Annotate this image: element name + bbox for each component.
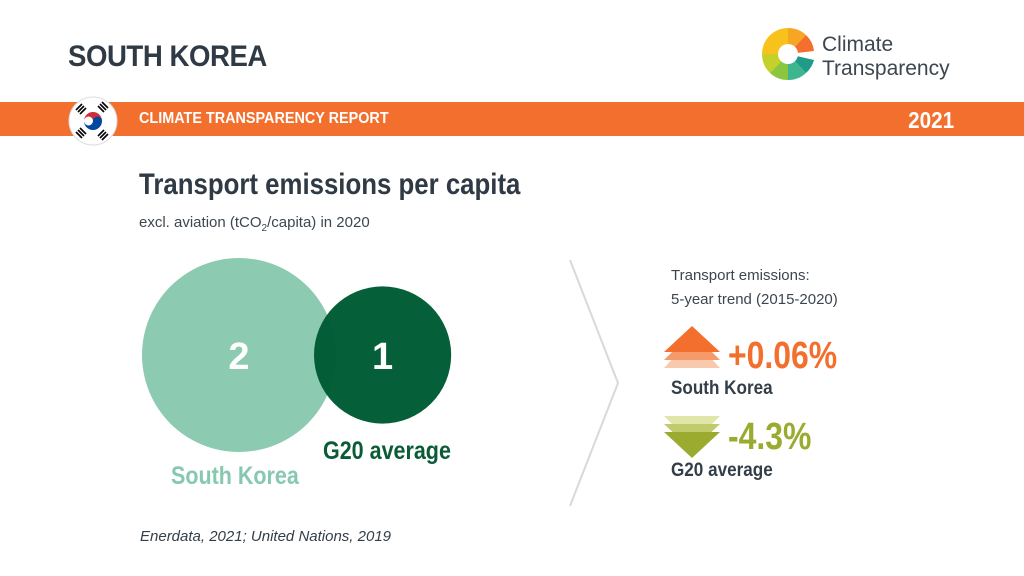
bubble-south-korea	[142, 258, 336, 452]
chart-title: Transport emissions per capita	[139, 168, 521, 201]
trend-value-south-korea: +0.06%	[728, 335, 838, 377]
trend-heading-line-1: Transport emissions:	[671, 267, 810, 284]
report-label: CLIMATE TRANSPARENCY REPORT	[139, 110, 389, 127]
trend-name-south-korea: South Korea	[671, 378, 773, 399]
trend-down-arrow-icon	[664, 416, 720, 458]
chart-subtitle: excl. aviation (tCO2/capita) in 2020	[139, 214, 370, 234]
trend-up-arrow-icon	[664, 326, 720, 368]
south-korea-flag-icon	[68, 96, 118, 146]
bubble-label-south-korea: South Korea	[171, 462, 299, 490]
logo-line-2: Transparency	[822, 57, 950, 80]
country-title: SOUTH KOREA	[68, 40, 267, 73]
trend-name-g20-average: G20 average	[671, 460, 773, 481]
logo-line-1: Climate	[822, 33, 894, 56]
trend-heading: Transport emissions: 5-year trend (2015-…	[671, 264, 838, 312]
subtitle-sub: 2	[261, 223, 268, 234]
report-banner	[0, 102, 1024, 136]
bubble-value-south-korea: 2	[228, 336, 249, 378]
bubble-chart: 2 1	[142, 258, 452, 452]
subtitle-post: /capita) in 2020	[267, 214, 370, 231]
subtitle-pre: excl. aviation (tCO	[139, 214, 262, 231]
climate-transparency-logo	[761, 27, 814, 81]
trend-heading-line-2: 5-year trend (2015-2020)	[671, 291, 838, 308]
report-year: 2021	[907, 107, 954, 133]
source-note: Enerdata, 2021; United Nations, 2019	[140, 528, 392, 545]
logo-text: Climate Transparency	[822, 33, 950, 81]
chevron-divider	[569, 259, 620, 507]
bubble-label-g20-average: G20 average	[323, 437, 451, 465]
bubble-value-g20-average: 1	[372, 336, 393, 378]
trend-value-g20-average: -4.3%	[728, 416, 812, 458]
bubble-g20-average	[314, 286, 452, 424]
